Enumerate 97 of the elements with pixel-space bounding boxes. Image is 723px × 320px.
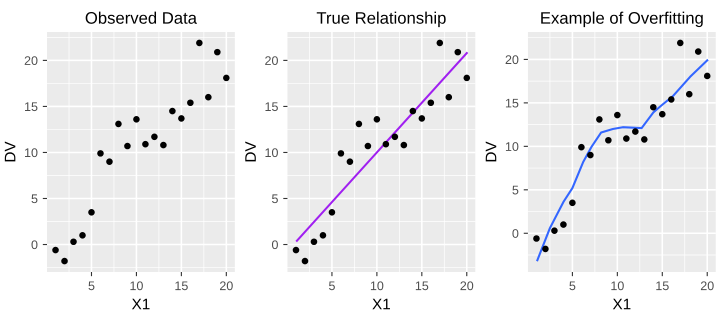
y-tick-label: 0 xyxy=(512,229,518,238)
point xyxy=(569,200,576,206)
x-axis-title: X1 xyxy=(132,298,150,310)
y-tick-label: 20 xyxy=(506,55,518,64)
y-tick-label: 15 xyxy=(506,98,518,108)
point xyxy=(454,48,462,56)
point xyxy=(623,135,630,142)
point xyxy=(70,238,77,246)
point xyxy=(658,110,666,118)
point xyxy=(61,258,68,264)
point xyxy=(124,142,131,150)
y-tick-label: 5 xyxy=(272,194,278,204)
x-tick-label: 5 xyxy=(328,281,335,290)
x-axis-title: X1 xyxy=(612,298,630,310)
point xyxy=(106,158,113,165)
point xyxy=(196,40,203,46)
y-tick-label: 10 xyxy=(25,148,38,158)
point xyxy=(223,74,230,82)
point xyxy=(160,142,167,148)
point xyxy=(356,120,362,128)
point xyxy=(587,152,594,158)
point xyxy=(187,99,194,106)
y-tick-label: 0 xyxy=(32,240,38,250)
point xyxy=(310,238,318,246)
point xyxy=(650,104,657,111)
y-tick-label: 20 xyxy=(265,56,278,66)
y-tick-label: 15 xyxy=(25,102,38,112)
point xyxy=(446,94,452,101)
point xyxy=(338,150,344,157)
y-axis-title: DV xyxy=(486,141,496,162)
y-tick-label: 5 xyxy=(512,186,518,194)
point xyxy=(328,209,336,216)
y-tick-label: 20 xyxy=(24,56,38,66)
point xyxy=(52,246,59,254)
point xyxy=(392,134,398,140)
point xyxy=(292,246,300,254)
point xyxy=(641,136,648,143)
x-tick-label: 10 xyxy=(611,281,624,290)
line-series xyxy=(536,59,708,262)
point xyxy=(676,40,684,46)
point xyxy=(205,94,212,101)
point xyxy=(142,140,149,148)
point xyxy=(614,112,621,118)
point xyxy=(551,227,558,234)
point xyxy=(418,115,426,122)
x-tick-label: 5 xyxy=(88,281,94,290)
point xyxy=(320,232,326,239)
point xyxy=(302,258,308,264)
point xyxy=(632,128,639,135)
x-tick-label: 15 xyxy=(416,281,428,290)
x-tick-label: 10 xyxy=(130,281,143,290)
point xyxy=(578,144,585,151)
x-tick-label: 10 xyxy=(370,281,384,290)
point xyxy=(428,99,434,106)
point xyxy=(704,72,711,80)
point xyxy=(436,40,444,46)
chart-title: Observed Data xyxy=(86,12,197,24)
x-tick-label: 20 xyxy=(700,281,714,290)
x-tick-label: 20 xyxy=(220,281,233,290)
point xyxy=(151,134,158,140)
x-tick-label: 15 xyxy=(656,281,669,290)
point xyxy=(410,108,416,114)
point xyxy=(97,150,104,157)
point xyxy=(374,116,380,123)
point xyxy=(560,221,567,228)
point xyxy=(542,246,549,252)
y-tick-label: 0 xyxy=(272,240,278,250)
y-tick-label: 5 xyxy=(32,194,38,204)
x-tick-label: 5 xyxy=(569,281,576,290)
point xyxy=(346,158,354,165)
y-axis-title: DV xyxy=(4,141,16,162)
point xyxy=(115,120,122,128)
point xyxy=(605,136,612,144)
y-tick-label: 10 xyxy=(265,148,278,158)
point xyxy=(169,108,176,114)
point xyxy=(364,142,372,150)
point xyxy=(686,90,693,98)
point xyxy=(178,115,185,122)
x-tick-label: 15 xyxy=(175,281,188,290)
x-axis-title: X1 xyxy=(372,298,390,310)
point xyxy=(533,235,540,242)
y-tick-label: 10 xyxy=(506,142,518,151)
point xyxy=(694,48,702,55)
chart-title: Example of Overfitting xyxy=(541,12,703,28)
chart-title: True Relationship xyxy=(316,12,446,28)
point xyxy=(596,116,603,123)
point xyxy=(668,96,675,103)
point xyxy=(463,74,470,82)
y-tick-label: 15 xyxy=(265,102,278,112)
y-axis-title: DV xyxy=(245,141,256,162)
point xyxy=(214,48,221,56)
x-tick-label: 20 xyxy=(460,281,474,290)
point xyxy=(79,232,86,239)
point xyxy=(400,142,408,148)
point xyxy=(382,140,390,148)
point xyxy=(88,209,95,216)
point xyxy=(133,116,140,123)
